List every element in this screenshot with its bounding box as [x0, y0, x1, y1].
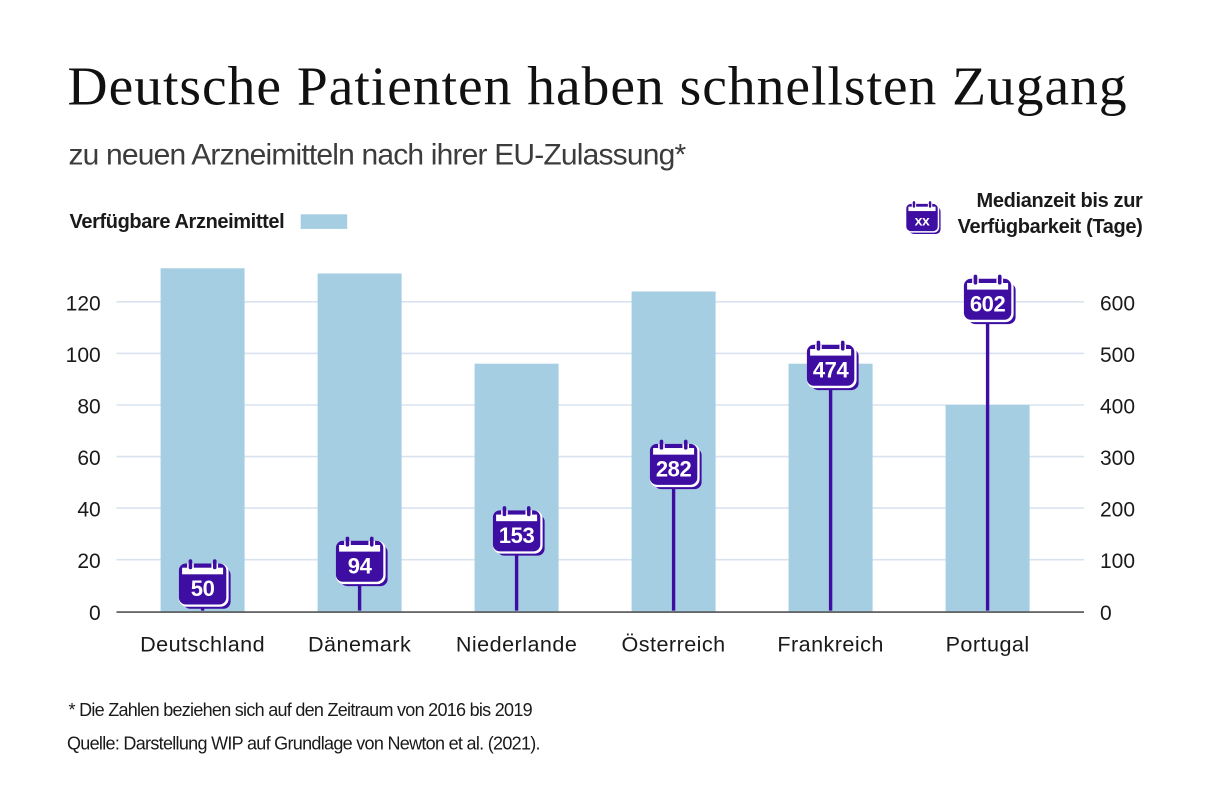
- svg-text:Verfügbarkeit (Tage): Verfügbarkeit (Tage): [958, 216, 1143, 238]
- svg-text:600: 600: [1100, 292, 1135, 315]
- svg-text:400: 400: [1100, 396, 1135, 419]
- svg-text:Quelle: Darstellung WIP auf Gr: Quelle: Darstellung WIP auf Grundlage vo…: [67, 734, 540, 754]
- svg-text:Medianzeit bis zur: Medianzeit bis zur: [977, 190, 1144, 212]
- svg-text:40: 40: [77, 499, 100, 522]
- svg-text:Verfügbare Arzneimittel: Verfügbare Arzneimittel: [70, 211, 285, 233]
- svg-text:500: 500: [1100, 344, 1135, 367]
- svg-text:Frankreich: Frankreich: [777, 632, 884, 657]
- svg-text:20: 20: [77, 550, 100, 573]
- svg-text:xx: xx: [915, 213, 930, 229]
- svg-text:80: 80: [77, 396, 100, 419]
- svg-text:120: 120: [66, 292, 101, 315]
- svg-text:Deutschland: Deutschland: [140, 632, 265, 657]
- svg-text:Österreich: Österreich: [622, 632, 726, 657]
- svg-text:Deutsche Patienten haben schne: Deutsche Patienten haben schnellsten Zug…: [68, 57, 1128, 118]
- svg-text:100: 100: [66, 344, 101, 367]
- svg-text:0: 0: [1100, 602, 1112, 625]
- svg-text:0: 0: [89, 602, 101, 625]
- svg-text:Portugal: Portugal: [946, 632, 1030, 657]
- svg-text:50: 50: [191, 576, 215, 601]
- svg-text:Dänemark: Dänemark: [308, 632, 411, 657]
- svg-text:200: 200: [1100, 499, 1135, 522]
- svg-text:* Die Zahlen beziehen sich auf: * Die Zahlen beziehen sich auf den Zeitr…: [69, 700, 533, 720]
- svg-text:602: 602: [970, 291, 1006, 316]
- svg-text:474: 474: [813, 358, 850, 383]
- svg-text:153: 153: [499, 523, 535, 548]
- svg-text:300: 300: [1100, 447, 1135, 470]
- svg-text:94: 94: [348, 554, 373, 579]
- svg-text:100: 100: [1100, 550, 1135, 573]
- svg-text:Niederlande: Niederlande: [456, 632, 577, 657]
- svg-text:60: 60: [77, 447, 100, 470]
- svg-text:282: 282: [656, 457, 692, 482]
- svg-text:zu neuen Arzneimitteln nach ih: zu neuen Arzneimitteln nach ihrer EU-Zul…: [69, 138, 687, 171]
